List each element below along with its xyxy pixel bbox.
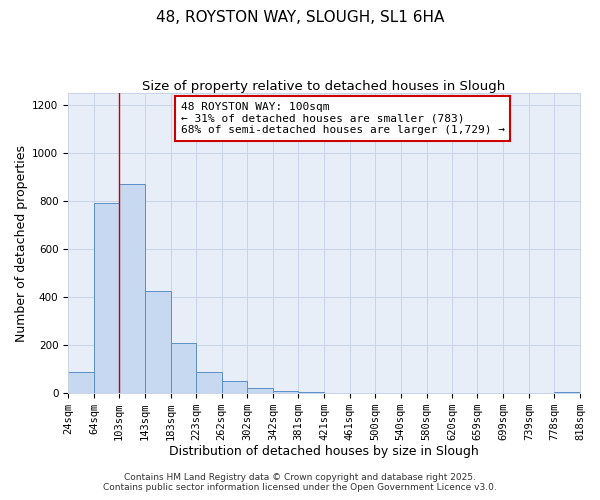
Title: Size of property relative to detached houses in Slough: Size of property relative to detached ho… — [142, 80, 506, 93]
Bar — [145, 291, 170, 393]
X-axis label: Distribution of detached houses by size in Slough: Distribution of detached houses by size … — [169, 444, 479, 458]
Bar — [196, 372, 221, 393]
Bar — [247, 388, 273, 393]
Bar — [170, 342, 196, 393]
Bar — [94, 204, 119, 393]
Text: 48 ROYSTON WAY: 100sqm
← 31% of detached houses are smaller (783)
68% of semi-de: 48 ROYSTON WAY: 100sqm ← 31% of detached… — [181, 102, 505, 135]
Bar — [298, 392, 324, 393]
Y-axis label: Number of detached properties: Number of detached properties — [15, 144, 28, 342]
Bar — [68, 372, 94, 393]
Bar — [221, 381, 247, 393]
Bar — [554, 392, 580, 393]
Bar — [273, 390, 298, 393]
Text: Contains HM Land Registry data © Crown copyright and database right 2025.
Contai: Contains HM Land Registry data © Crown c… — [103, 473, 497, 492]
Bar — [119, 184, 145, 393]
Text: 48, ROYSTON WAY, SLOUGH, SL1 6HA: 48, ROYSTON WAY, SLOUGH, SL1 6HA — [156, 10, 444, 25]
